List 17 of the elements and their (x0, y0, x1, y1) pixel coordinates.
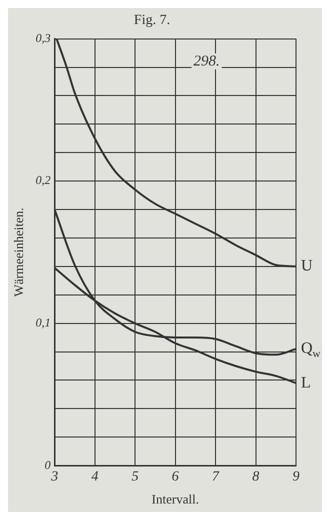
series-label: L (301, 374, 311, 392)
y-tick-label: 0,3 (36, 30, 51, 45)
x-tick-label: 4 (91, 470, 98, 485)
series-label: U (301, 258, 313, 275)
y-tick-label: 0,1 (36, 315, 51, 330)
y-tick-label: 0,2 (36, 173, 51, 188)
x-axis-title: Intervall. (152, 492, 199, 507)
y-axis-title: Wärmeeinheiten. (11, 208, 26, 297)
chart-title: Fig. 7. (134, 13, 170, 28)
y-tick-label: 0 (44, 458, 51, 472)
x-tick-label: 9 (292, 470, 300, 485)
x-tick-label: 5 (132, 470, 139, 485)
x-tick-label: 7 (212, 470, 220, 485)
x-tick-label: 3 (50, 470, 58, 485)
x-tick-label: 6 (172, 470, 179, 485)
annotation: 298. (194, 53, 220, 70)
x-tick-label: 8 (252, 470, 260, 485)
